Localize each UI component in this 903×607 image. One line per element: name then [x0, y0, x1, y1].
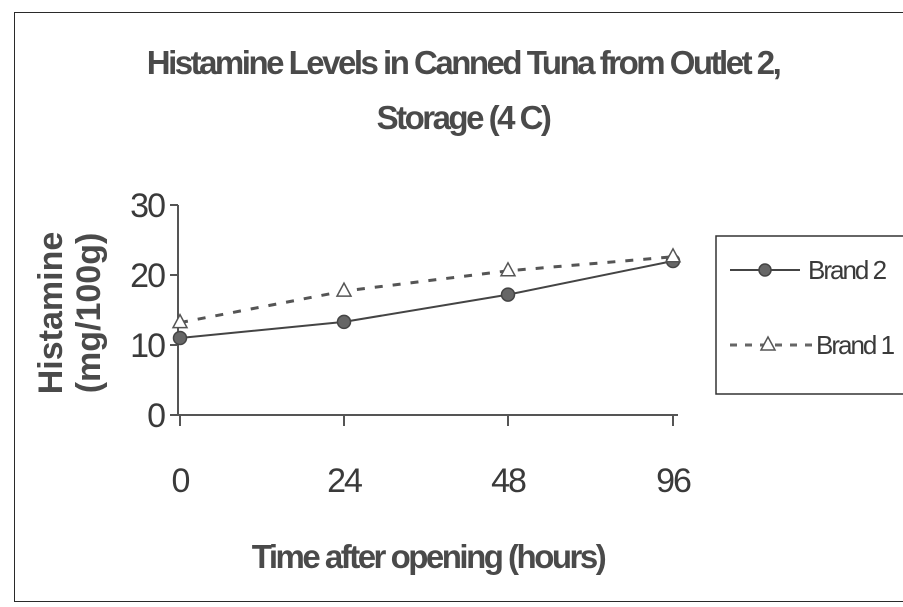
- x-tick-label: 48: [491, 462, 526, 500]
- data-point-brand-1: [171, 313, 189, 329]
- legend-brand1-label: Brand 1: [816, 330, 895, 360]
- data-point-brand-1: [335, 281, 353, 297]
- y-tick-label: 0: [147, 397, 165, 435]
- data-point-brand-2: [172, 330, 188, 346]
- data-point-brand-1: [664, 247, 682, 263]
- x-tick-label: 24: [327, 462, 362, 500]
- chart-title-line1: Histamine Levels in Canned Tuna from Out…: [147, 44, 780, 81]
- x-ticks-group: 0 24 48 96: [172, 415, 693, 500]
- legend-box: [715, 235, 903, 395]
- x-tick-label: 96: [656, 462, 691, 500]
- y-axis-label-line2: (mg/100g): [70, 233, 108, 394]
- x-axis-label: Time after opening (hours): [252, 538, 606, 575]
- data-point-brand-2: [336, 314, 352, 330]
- legend-brand1-marker: [759, 335, 777, 351]
- series-layer: [171, 247, 682, 346]
- data-point-brand-2: [500, 287, 516, 302]
- y-tick-label: 10: [130, 327, 165, 365]
- chart-title-line2: Storage (4 C): [377, 99, 551, 136]
- x-tick-label: 0: [172, 462, 190, 500]
- legend-brand2-label: Brand 2: [808, 255, 887, 285]
- y-tick-label: 30: [130, 187, 165, 225]
- series-line-brand-1: [179, 255, 674, 325]
- y-ticks-group: 0 10 20 30: [130, 187, 178, 435]
- y-tick-label: 20: [130, 257, 165, 295]
- y-axis-label-line1: Histamine: [32, 232, 70, 395]
- legend-brand2-marker: [758, 263, 772, 277]
- chart-border: [14, 12, 903, 602]
- series-line-brand-2: [179, 260, 674, 339]
- data-point-brand-1: [499, 261, 517, 277]
